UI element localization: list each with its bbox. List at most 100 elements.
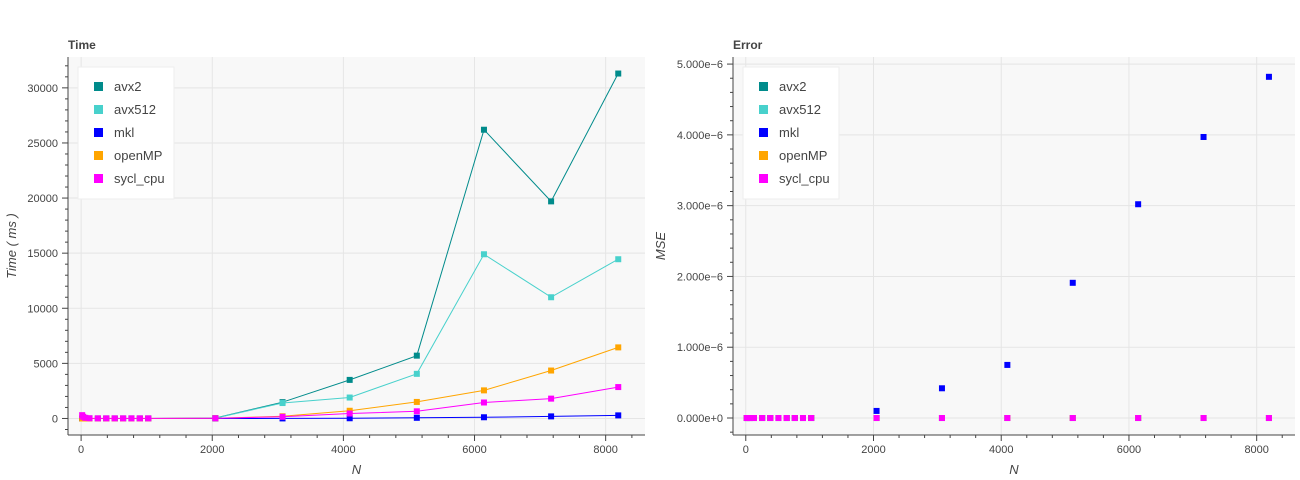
chart-1: Error 0 2000 4000 6000 8000 0.000e+0 1.000e−6 2.… (653, 38, 1295, 477)
legend-label: openMP (779, 148, 827, 163)
legend-item-mkl[interactable]: mkl (94, 125, 134, 140)
legend-label: openMP (114, 148, 162, 163)
legend-swatch (759, 151, 768, 160)
data-point (1200, 133, 1207, 140)
data-point (82, 414, 89, 421)
x-tick-label: 0 (78, 444, 84, 456)
data-point (783, 415, 790, 422)
data-point (808, 415, 815, 422)
series-sycl_cpu (79, 384, 622, 422)
data-point (480, 126, 487, 133)
legend-swatch (94, 151, 103, 160)
y-tick-label: 0 (52, 413, 58, 425)
legend-swatch (94, 128, 103, 137)
data-point (1265, 415, 1272, 422)
data-point (346, 415, 353, 422)
legend: avx2 avx512 mkl openMP sycl_cpu (77, 66, 175, 200)
legend-swatch (759, 128, 768, 137)
legend-label: avx512 (779, 102, 821, 117)
legend-label: mkl (114, 125, 134, 140)
data-point (279, 400, 286, 407)
legend-item-sycl_cpu[interactable]: sycl_cpu (94, 171, 165, 186)
data-point (413, 352, 420, 359)
legend-item-sycl_cpu[interactable]: sycl_cpu (759, 171, 830, 186)
y-tick-label: 30000 (27, 83, 58, 95)
legend-swatch (94, 174, 103, 183)
legend-item-avx2[interactable]: avx2 (759, 79, 806, 94)
legend-item-mkl[interactable]: mkl (759, 125, 799, 140)
data-point (1265, 73, 1272, 80)
data-point (615, 344, 622, 351)
data-point (346, 410, 353, 417)
y-tick-label: 15000 (27, 248, 58, 260)
x-axis-label: N (1009, 462, 1019, 477)
legend-item-openMP[interactable]: openMP (94, 148, 162, 163)
legend-label: sycl_cpu (114, 171, 165, 186)
data-point (145, 415, 152, 422)
legend: avx2 avx512 mkl openMP sycl_cpu (742, 66, 840, 200)
y-tick-label: 5000 (34, 358, 58, 370)
data-point (615, 70, 622, 77)
data-point (346, 394, 353, 401)
legend-swatch (759, 105, 768, 114)
legend-swatch (759, 174, 768, 183)
y-tick-label: 10000 (27, 303, 58, 315)
y-tick-label: 1.000e−6 (677, 342, 723, 354)
legend-item-openMP[interactable]: openMP (759, 148, 827, 163)
data-point (791, 415, 798, 422)
data-point (938, 385, 945, 392)
data-point (128, 415, 135, 422)
y-axis-label: Time ( ms ) (4, 213, 19, 279)
legend-swatch (94, 105, 103, 114)
data-point (615, 384, 622, 391)
data-point (480, 399, 487, 406)
y-tick-label: 25000 (27, 138, 58, 150)
x-tick-label: 8000 (1244, 444, 1268, 456)
series-sycl_cpu (743, 415, 1272, 422)
data-point (1004, 361, 1011, 368)
x-axis-label: N (352, 462, 362, 477)
data-point (548, 198, 555, 205)
y-tick-label: 3.000e−6 (677, 201, 723, 213)
legend-item-avx2[interactable]: avx2 (94, 79, 141, 94)
data-point (548, 294, 555, 301)
x-tick-label: 6000 (1117, 444, 1141, 456)
data-point (94, 415, 101, 422)
data-point (212, 415, 219, 422)
x-tick-label: 2000 (200, 444, 224, 456)
data-point (767, 415, 774, 422)
chart-title: Time (68, 38, 96, 52)
data-point (136, 415, 143, 422)
y-tick-label: 0.000e+0 (677, 413, 723, 425)
y-tick-label: 2.000e−6 (677, 271, 723, 283)
data-point (1200, 415, 1207, 422)
data-point (548, 413, 555, 420)
data-point (120, 415, 127, 422)
x-tick-label: 6000 (462, 444, 486, 456)
y-tick-label: 5.000e−6 (677, 59, 723, 71)
data-point (759, 415, 766, 422)
y-tick-label: 20000 (27, 193, 58, 205)
data-point (938, 415, 945, 422)
data-point (1069, 279, 1076, 286)
legend-label: avx512 (114, 102, 156, 117)
legend-swatch (759, 82, 768, 91)
legend-item-avx512[interactable]: avx512 (759, 102, 821, 117)
data-point (799, 415, 806, 422)
legend-label: avx2 (779, 79, 806, 94)
data-point (413, 398, 420, 405)
x-tick-label: 4000 (331, 444, 355, 456)
data-point (1135, 415, 1142, 422)
data-point (873, 407, 880, 414)
data-point (1004, 415, 1011, 422)
data-point (480, 414, 487, 421)
legend-label: sycl_cpu (779, 171, 830, 186)
y-axis-label: MSE (653, 232, 668, 261)
x-tick-label: 2000 (861, 444, 885, 456)
data-point (615, 412, 622, 419)
data-point (111, 415, 118, 422)
legend-item-avx512[interactable]: avx512 (94, 102, 156, 117)
data-point (1135, 201, 1142, 208)
legend-swatch (94, 82, 103, 91)
